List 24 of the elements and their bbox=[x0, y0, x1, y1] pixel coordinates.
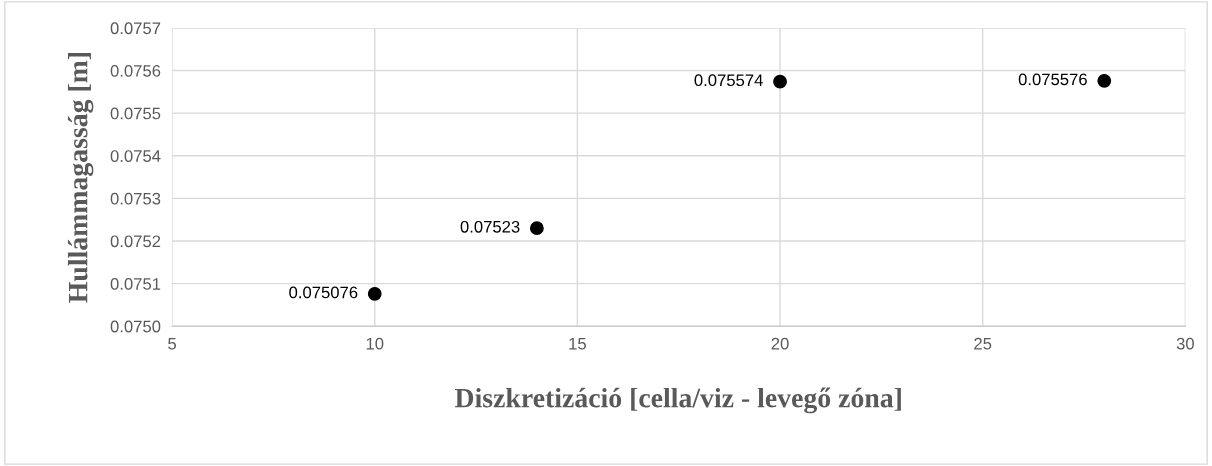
point bbox=[1097, 73, 1112, 88]
y-tick-label: 0.0752 bbox=[110, 235, 161, 248]
x-tick-label: 30 bbox=[1176, 337, 1194, 350]
y-axis-title: Hullámmagasság [m] bbox=[67, 52, 94, 303]
data-label: 0.07523 bbox=[460, 220, 520, 233]
x-tick-label: 20 bbox=[771, 337, 789, 350]
y-tick-label: 0.0750 bbox=[110, 320, 161, 333]
x-axis-title: Diszkretizáció [cella/viz - levegő zóna] bbox=[455, 387, 901, 414]
y-tick-label: 0.0756 bbox=[110, 64, 161, 77]
data-label: 0.075576 bbox=[1018, 73, 1087, 86]
point bbox=[529, 221, 544, 236]
y-tick-label: 0.0751 bbox=[110, 278, 161, 290]
y-tick-label: 0.0753 bbox=[110, 192, 161, 205]
x-tick-label: 10 bbox=[366, 337, 384, 350]
point bbox=[773, 74, 787, 89]
x-tick-label: 5 bbox=[168, 337, 177, 350]
x-tick-label: 15 bbox=[569, 337, 586, 350]
point bbox=[367, 286, 382, 301]
x-tick-label: 25 bbox=[974, 337, 992, 350]
data-label: 0.075574 bbox=[694, 74, 763, 87]
y-tick-label: 0.0755 bbox=[110, 107, 161, 120]
data-label: 0.075076 bbox=[289, 286, 358, 299]
y-tick-label: 0.0757 bbox=[110, 22, 161, 35]
y-tick-label: 0.0754 bbox=[110, 150, 161, 162]
